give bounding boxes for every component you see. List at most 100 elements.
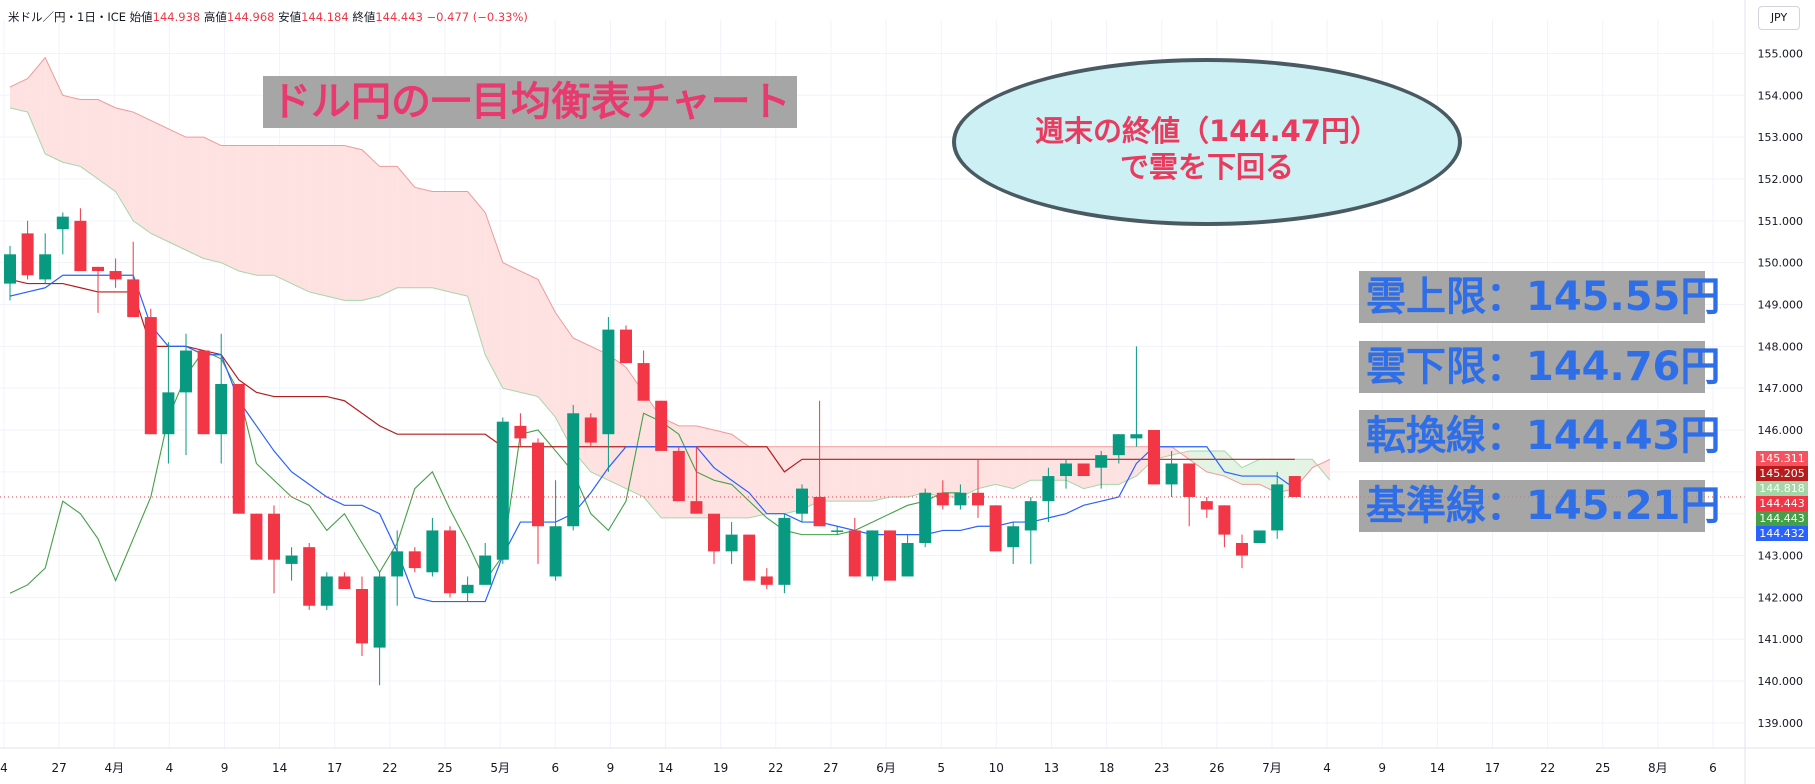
candle-body: [408, 551, 421, 569]
cloud-segment: [925, 446, 943, 497]
cloud-segment: [1224, 450, 1242, 485]
candle-body: [884, 530, 896, 581]
x-tick-label: 4月: [104, 761, 124, 775]
x-tick-label: 6: [551, 761, 559, 775]
info-cloud-upper: 雲上限：145.55円: [1359, 271, 1721, 323]
candle-body: [637, 363, 650, 401]
cloud-segment: [150, 120, 169, 242]
candle-body: [690, 501, 703, 514]
candle-body: [655, 400, 668, 451]
x-tick-label: 18: [1099, 761, 1114, 775]
candle-body: [1060, 463, 1072, 477]
y-tick-label: 150.000: [1758, 257, 1804, 270]
cloud-segment: [1242, 459, 1260, 485]
candle-body: [127, 279, 140, 318]
info-cloud-upper-text: 雲上限：145.55円: [1366, 274, 1721, 320]
candle-body: [1024, 501, 1037, 531]
x-tick-label: 14: [658, 761, 673, 775]
x-tick-label: 4: [1323, 761, 1331, 775]
y-tick-label: 147.000: [1758, 382, 1804, 395]
cloud-segment: [186, 137, 204, 259]
senkou-span-a-line: [9, 107, 1331, 519]
info-tenkan: 転換線：144.43円: [1359, 410, 1720, 462]
callout-ellipse: 週末の終値（144.47円） で雲を下回る: [952, 58, 1462, 226]
x-tick-label: 5: [937, 761, 945, 775]
info-kijun: 基準線：145.21円: [1359, 480, 1720, 532]
cloud-segment: [1118, 446, 1137, 485]
candle-body: [567, 413, 580, 527]
cloud-segment: [872, 446, 890, 502]
candle-body: [532, 442, 544, 527]
candle-body: [1095, 455, 1108, 468]
cloud-segment: [133, 112, 151, 234]
cloud-segment: [995, 446, 1014, 489]
candle-body: [391, 551, 404, 577]
y-tick-label: 152.000: [1758, 173, 1804, 186]
cloud-segment: [62, 95, 81, 167]
y-tick-label: 149.000: [1758, 299, 1804, 312]
cloud-segment: [274, 145, 292, 284]
cloud-segment: [362, 149, 380, 301]
candle-body: [461, 584, 474, 594]
y-tick-label: 143.000: [1758, 550, 1804, 563]
chart-title-box: ドル円の一目均衡表チャート: [263, 76, 797, 128]
candle-body: [1253, 530, 1266, 543]
x-tick-label: 8月: [1648, 761, 1668, 775]
cloud-segment: [45, 57, 63, 163]
candle-body: [866, 530, 879, 577]
cloud-segment: [749, 446, 767, 518]
candle-body: [1112, 434, 1125, 456]
candle-body: [901, 542, 914, 577]
x-tick-label: 17: [1485, 761, 1500, 775]
info-cloud-lower-text: 雲下限：144.76円: [1366, 344, 1721, 390]
chart-title: ドル円の一目均衡表チャート: [271, 79, 791, 125]
x-tick-label: 4: [0, 761, 8, 775]
candle-body: [232, 384, 245, 514]
x-tick-label: 10: [989, 761, 1004, 775]
cloud-segment: [837, 446, 855, 502]
ichimoku-cloud: [10, 57, 1330, 518]
candle-body: [549, 526, 562, 577]
close-label: 終値: [352, 10, 376, 24]
price-tag: 145.311: [1756, 451, 1808, 467]
price-tag: 145.205: [1756, 466, 1808, 482]
cloud-segment: [450, 191, 468, 297]
x-tick-label: 6月: [876, 761, 896, 775]
candle-body: [215, 384, 228, 435]
cloud-segment: [890, 446, 908, 497]
candle-body: [1165, 463, 1178, 485]
x-tick-label: 26: [1209, 761, 1224, 775]
x-tick-label: 25: [1595, 761, 1610, 775]
candle-body: [831, 530, 844, 532]
callout-line1: 週末の終値（144.47円）: [1035, 114, 1379, 148]
low-value: 144.184: [301, 10, 349, 24]
candle-body: [1271, 484, 1284, 531]
cloud-segment: [978, 446, 996, 489]
cloud-segment: [379, 166, 398, 297]
cloud-segment: [942, 446, 961, 497]
cloud-segment: [397, 166, 415, 288]
symbol-header: 米ドル／円・1日・ICE 始値144.938 高値144.968 安値144.1…: [8, 9, 528, 25]
cloud-segment: [1206, 450, 1225, 477]
x-tick-label: 13: [1044, 761, 1059, 775]
low-label: 安値: [278, 10, 302, 24]
candle-body: [1148, 430, 1160, 485]
candle-body: [584, 417, 597, 443]
cloud-segment: [168, 128, 186, 251]
candle-body: [514, 425, 527, 439]
candle-body: [4, 254, 16, 284]
currency-button[interactable]: JPY: [1758, 6, 1800, 30]
callout-line2: で雲を下回る: [1119, 150, 1294, 184]
candle-body: [936, 492, 949, 506]
candle-body: [479, 555, 492, 585]
cloud-segment: [1312, 459, 1330, 481]
candle-body: [56, 216, 69, 230]
cloud-segment: [309, 145, 327, 297]
candle-body: [602, 329, 615, 435]
cloud-segment: [1189, 450, 1207, 472]
cloud-segment: [10, 78, 28, 113]
cloud-segment: [538, 279, 556, 418]
x-tick-label: 27: [51, 761, 66, 775]
x-tick-label: 22: [382, 761, 397, 775]
